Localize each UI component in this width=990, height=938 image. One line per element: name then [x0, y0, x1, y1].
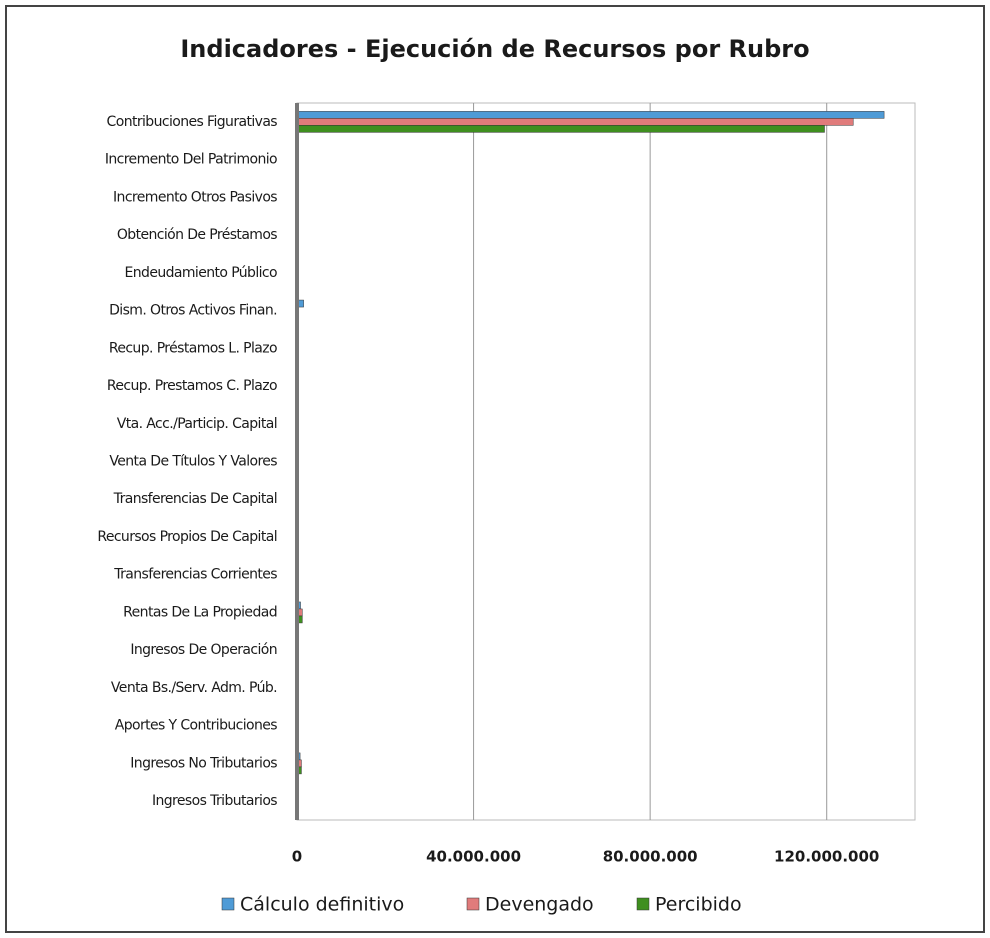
legend-label: Cálculo definitivo [240, 894, 404, 916]
y-tick-label: Vta. Acc./Particip. Capital [117, 416, 277, 432]
x-tick-label: 80.000.000 [603, 848, 698, 866]
y-tick-label: Endeudamiento Público [125, 265, 278, 281]
y-tick-label: Aportes Y Contribuciones [115, 718, 278, 734]
y-tick-label: Dism. Otros Activos Finan. [109, 303, 277, 319]
y-tick-label: Recup. Préstamos L. Plazo [109, 340, 277, 356]
y-tick-label: Contribuciones Figurativas [107, 114, 278, 130]
x-tick-label: 120.000.000 [774, 848, 879, 866]
y-tick-label: Incremento Del Patrimonio [105, 152, 277, 168]
legend-swatch [221, 897, 235, 911]
y-tick-label: Obtención De Préstamos [117, 227, 277, 243]
legend-swatch [466, 897, 480, 911]
y-tick-label: Ingresos Tributarios [152, 793, 277, 809]
y-tick-label: Venta Bs./Serv. Adm. Púb. [111, 680, 277, 696]
bar [296, 118, 854, 126]
chart-frame [5, 5, 985, 933]
y-tick-label: Rentas De La Propiedad [123, 604, 277, 620]
bar [296, 111, 885, 119]
x-tick-label: 0 [292, 848, 302, 866]
y-tick-label: Recursos Propios De Capital [97, 529, 277, 545]
y-tick-label: Ingresos De Operación [130, 642, 277, 658]
chart-title: Indicadores - Ejecución de Recursos por … [180, 35, 809, 63]
y-tick-label: Ingresos No Tributarios [130, 755, 277, 771]
bar [296, 125, 825, 133]
y-tick-label: Transferencias Corrientes [113, 567, 277, 583]
legend-swatch [636, 897, 650, 911]
y-tick-label: Transferencias De Capital [113, 491, 277, 507]
y-tick-label: Incremento Otros Pasivos [113, 189, 277, 205]
y-tick-label: Venta De Títulos Y Valores [109, 454, 277, 470]
x-tick-label: 40.000.000 [426, 848, 521, 866]
y-tick-label: Recup. Prestamos C. Plazo [107, 378, 277, 394]
legend-label: Percibido [655, 894, 742, 916]
legend-label: Devengado [485, 894, 594, 916]
